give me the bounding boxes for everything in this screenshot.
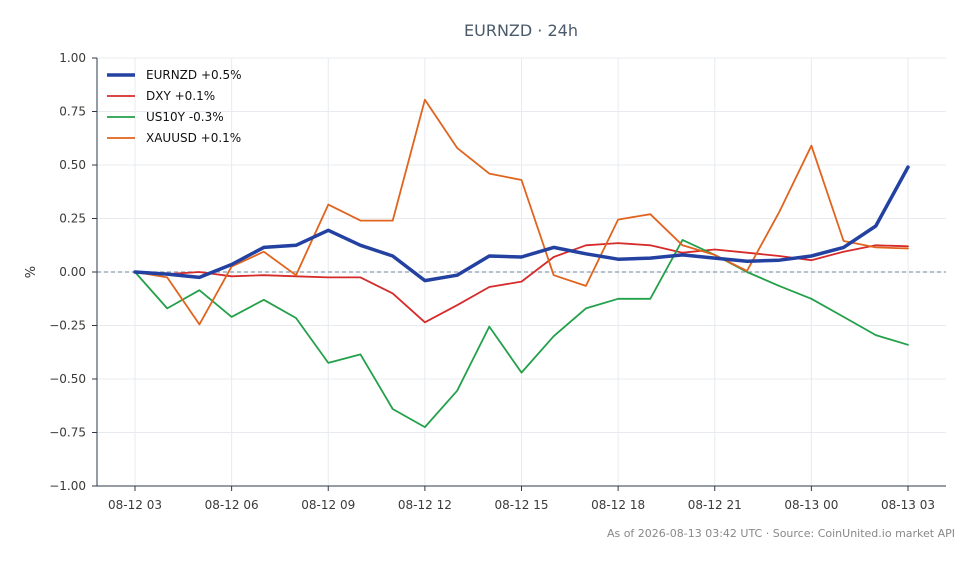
y-tick-label: −1.00	[49, 479, 86, 493]
x-tick-label: 08-12 06	[205, 498, 259, 512]
series-group	[133, 98, 910, 429]
x-tick-label: 08-12 12	[398, 498, 452, 512]
y-axis-label: %	[24, 266, 39, 278]
x-tick-label: 08-13 00	[784, 498, 838, 512]
legend-label: DXY +0.1%	[146, 89, 215, 103]
x-tick-label: 08-13 03	[881, 498, 935, 512]
series-line-3	[134, 98, 909, 326]
legend-label: US10Y -0.3%	[146, 110, 224, 124]
x-tick-label: 08-12 15	[495, 498, 549, 512]
legend: EURNZD +0.5% DXY +0.1% US10Y -0.3% XAUUSD +…	[107, 68, 242, 145]
y-tick-label: 1.00	[59, 51, 86, 65]
y-tick-label: −0.75	[49, 426, 86, 440]
x-tick-label: 08-12 18	[591, 498, 645, 512]
y-tick-label: −0.25	[49, 319, 86, 333]
y-tick-label: 0.00	[59, 265, 86, 279]
legend-label: EURNZD +0.5%	[146, 68, 242, 82]
chart-title: EURNZD · 24h	[464, 21, 578, 40]
y-tick-label: 0.75	[59, 105, 86, 119]
series-line-0	[133, 165, 910, 283]
series-line-2	[134, 238, 909, 429]
x-tick-label: 08-12 21	[688, 498, 742, 512]
y-tick-label: 0.50	[59, 158, 86, 172]
legend-label: XAUUSD +0.1%	[146, 131, 241, 145]
y-tick-label: −0.50	[49, 372, 86, 386]
x-tick-label: 08-12 09	[301, 498, 355, 512]
footer-source: As of 2026-08-13 03:42 UTC · Source: Coi…	[607, 527, 955, 540]
series-line-1	[134, 242, 909, 324]
axes: 1.00 0.75 0.50 0.25 0.00 −0.25 −0.50 −0.75 −1.00…	[49, 51, 946, 512]
x-tick-label: 08-12 03	[108, 498, 162, 512]
y-tick-label: 0.25	[59, 212, 86, 226]
grid	[97, 57, 946, 487]
